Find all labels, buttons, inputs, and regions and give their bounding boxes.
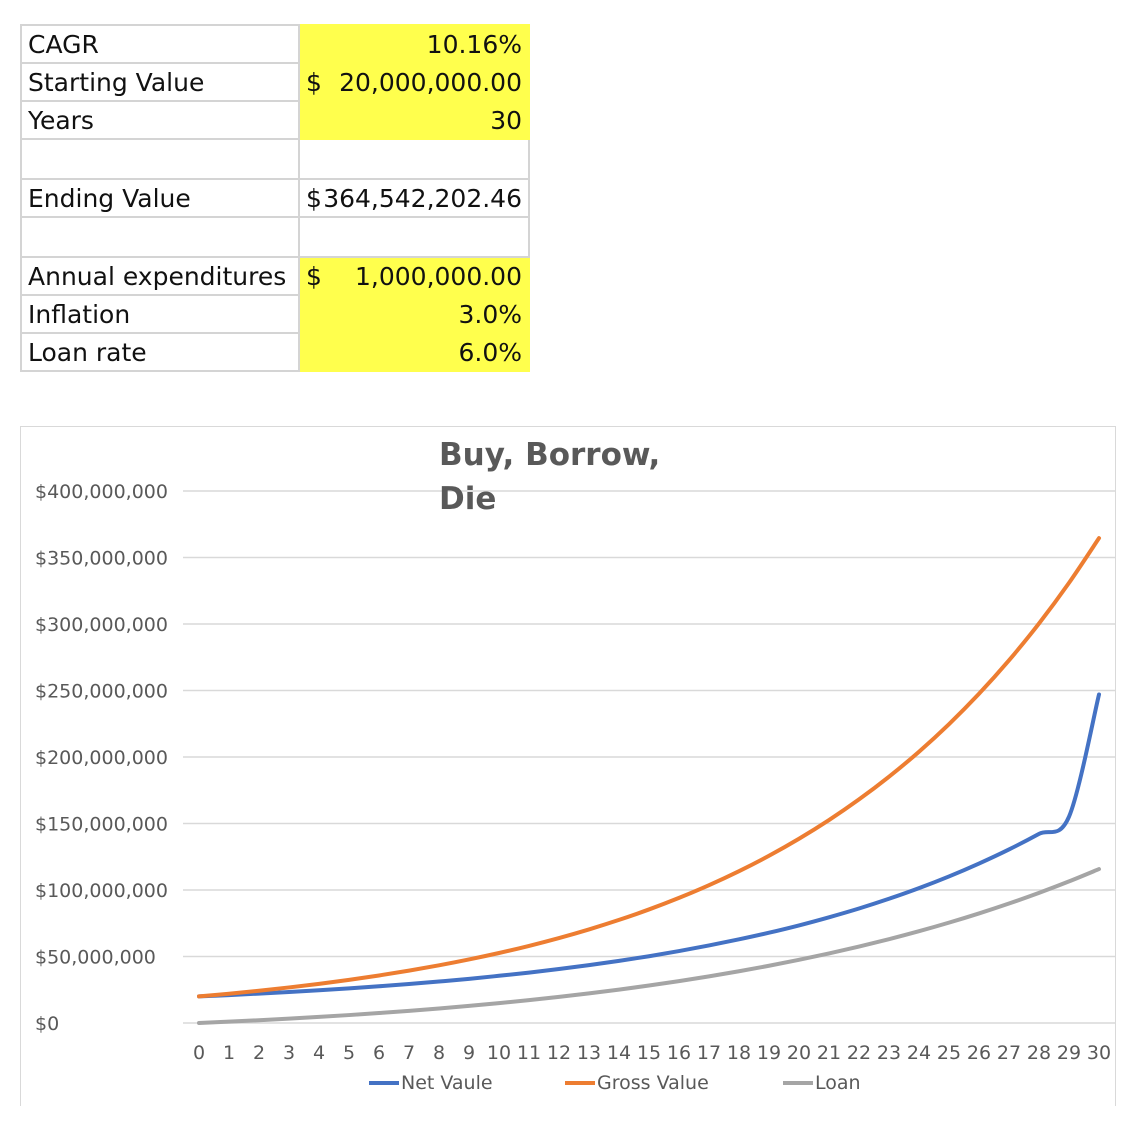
- cell-label[interactable]: Starting Value: [20, 62, 300, 102]
- x-tick-label: 15: [637, 1042, 661, 1064]
- currency-symbol: $: [306, 183, 322, 213]
- table-row: Starting Value $20,000,000.00: [20, 62, 530, 102]
- x-tick-label: 18: [727, 1042, 751, 1064]
- y-tick-label: $100,000,000: [35, 880, 168, 902]
- x-tick-label: 25: [937, 1042, 961, 1064]
- table-row: [20, 138, 530, 180]
- x-tick-label: 9: [463, 1042, 475, 1064]
- x-tick-label: 10: [487, 1042, 511, 1064]
- x-tick-label: 21: [817, 1042, 841, 1064]
- cell-label[interactable]: Years: [20, 100, 300, 140]
- table-row: Years 30: [20, 100, 530, 140]
- y-tick-label: $350,000,000: [35, 548, 168, 570]
- cell-number: 6.0%: [458, 337, 522, 367]
- currency-symbol: $: [306, 261, 322, 291]
- x-tick-label: 20: [787, 1042, 811, 1064]
- cell-value[interactable]: $364,542,202.46: [298, 178, 530, 218]
- cell-label[interactable]: Ending Value: [20, 178, 300, 218]
- table-row: CAGR 10.16%: [20, 24, 530, 64]
- x-tick-label: 0: [193, 1042, 205, 1064]
- cell-number: 30: [490, 105, 522, 135]
- y-tick-label: $0: [35, 1013, 59, 1035]
- x-tick-label: 13: [577, 1042, 601, 1064]
- legend-label: Loan: [815, 1072, 861, 1094]
- x-tick-label: 12: [547, 1042, 571, 1064]
- cell-number: 20,000,000.00: [339, 67, 522, 97]
- series-line-2: [197, 867, 1101, 1025]
- series-line-1: [197, 536, 1101, 999]
- input-table: CAGR 10.16% Starting Value $20,000,000.00 Ye…: [20, 24, 530, 372]
- cell-number: 364,542,202.46: [323, 183, 522, 213]
- x-tick-label: 26: [967, 1042, 991, 1064]
- table-row: [20, 216, 530, 258]
- x-tick-label: 22: [847, 1042, 871, 1064]
- x-tick-label: 23: [877, 1042, 901, 1064]
- x-tick-label: 14: [607, 1042, 631, 1064]
- cell-value[interactable]: [298, 138, 530, 180]
- x-tick-label: 2: [253, 1042, 265, 1064]
- cell-value[interactable]: 10.16%: [298, 24, 530, 64]
- cell-value[interactable]: 6.0%: [298, 332, 530, 372]
- x-tick-label: 27: [997, 1042, 1021, 1064]
- cell-number: 1,000,000.00: [355, 261, 522, 291]
- cell-value[interactable]: 30: [298, 100, 530, 140]
- cell-value[interactable]: $1,000,000.00: [298, 256, 530, 296]
- cell-value[interactable]: 3.0%: [298, 294, 530, 334]
- chart-area: $0 $50,000,000 $100,000,000 $150,000,000 $20…: [20, 426, 1116, 1106]
- cell-value[interactable]: $20,000,000.00: [298, 62, 530, 102]
- x-tick-label: 6: [373, 1042, 385, 1064]
- y-tick-label: $300,000,000: [35, 614, 168, 636]
- x-tick-label: 1: [223, 1042, 235, 1064]
- legend-label: Gross Value: [597, 1072, 709, 1094]
- y-tick-label: $150,000,000: [35, 814, 168, 836]
- x-tick-label: 29: [1057, 1042, 1081, 1064]
- x-tick-label: 7: [403, 1042, 415, 1064]
- line-chart: $0 $50,000,000 $100,000,000 $150,000,000 $20…: [35, 481, 1115, 1094]
- series-line-0: [197, 692, 1101, 999]
- cell-label[interactable]: Inflation: [20, 294, 300, 334]
- cell-label[interactable]: Annual expenditures: [20, 256, 300, 296]
- currency-symbol: $: [306, 67, 322, 97]
- cell-label[interactable]: [20, 138, 300, 180]
- table-row: Ending Value $364,542,202.46: [20, 178, 530, 218]
- table-row: Annual expenditures $1,000,000.00: [20, 256, 530, 296]
- x-tick-label: 30: [1087, 1042, 1111, 1064]
- y-tick-label: $250,000,000: [35, 681, 168, 703]
- chart-title: Buy, Borrow, Die: [439, 437, 661, 517]
- x-tick-label: 16: [667, 1042, 691, 1064]
- cell-label[interactable]: [20, 216, 300, 258]
- y-tick-label: $200,000,000: [35, 747, 168, 769]
- x-tick-label: 17: [697, 1042, 721, 1064]
- x-tick-label: 11: [517, 1042, 541, 1064]
- x-tick-label: 28: [1027, 1042, 1051, 1064]
- x-tick-label: 19: [757, 1042, 781, 1064]
- table-row: Inflation 3.0%: [20, 294, 530, 334]
- y-tick-label: $400,000,000: [35, 481, 168, 503]
- x-tick-label: 8: [433, 1042, 445, 1064]
- x-tick-label: 3: [283, 1042, 295, 1064]
- y-tick-label: $50,000,000: [35, 947, 156, 969]
- x-tick-label: 24: [907, 1042, 931, 1064]
- legend-label: Net Vaule: [401, 1072, 493, 1094]
- cell-value[interactable]: [298, 216, 530, 258]
- cell-label[interactable]: CAGR: [20, 24, 300, 64]
- cell-number: 3.0%: [458, 299, 522, 329]
- x-tick-label: 5: [343, 1042, 355, 1064]
- x-tick-label: 4: [313, 1042, 325, 1064]
- cell-number: 10.16%: [426, 29, 522, 59]
- table-row: Loan rate 6.0%: [20, 332, 530, 372]
- cell-label[interactable]: Loan rate: [20, 332, 300, 372]
